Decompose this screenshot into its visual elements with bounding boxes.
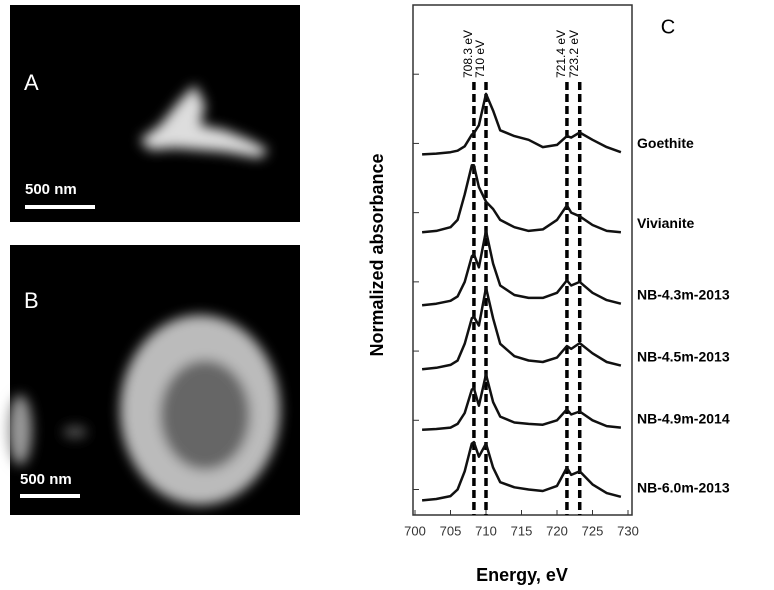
- spectrum-line: [421, 229, 622, 307]
- plot-frame: [412, 4, 633, 516]
- scale-bar: [20, 494, 80, 498]
- panel-label: B: [24, 288, 39, 313]
- x-tick-label: 715: [511, 523, 533, 538]
- panel-label: C: [661, 16, 675, 38]
- series-label: Goethite: [637, 135, 694, 151]
- series-label: NB-4.9m-2014: [637, 410, 730, 426]
- image-b: B 500 nm: [8, 245, 300, 515]
- y-axis-label: Normalized absorbance: [367, 153, 387, 356]
- panel-label: A: [24, 70, 39, 95]
- x-tick-label: 700: [404, 523, 426, 538]
- reference-label: 721.4 eV: [554, 30, 568, 78]
- scale-bar: [25, 205, 95, 209]
- x-tick-label: 725: [582, 523, 604, 538]
- x-tick-label: 720: [546, 523, 568, 538]
- scale-text: 500 nm: [20, 471, 72, 488]
- reference-label: 723.2 eV: [567, 30, 581, 78]
- scale-text: 500 nm: [25, 181, 77, 198]
- x-axis-label: Energy, eV: [476, 565, 568, 585]
- series-label: NB-4.3m-2013: [637, 286, 730, 302]
- series-label: Vivianite: [637, 215, 695, 231]
- image-a: A 500 nm: [10, 5, 300, 222]
- x-tick-label: 705: [440, 523, 462, 538]
- reference-label: 708.3 eV: [461, 30, 475, 78]
- spectrum-line: [422, 92, 622, 156]
- series-label: NB-4.5m-2013: [637, 348, 730, 364]
- x-tick-label: 730: [617, 523, 639, 538]
- x-tick-label: 710: [475, 523, 497, 538]
- spectrum-line: [421, 440, 622, 502]
- series-label: NB-6.0m-2013: [637, 479, 730, 495]
- spectrum-line: [421, 164, 622, 234]
- spectrum-line: [421, 286, 622, 371]
- reference-label: 710 eV: [473, 40, 487, 78]
- spectrum-line: [422, 373, 622, 432]
